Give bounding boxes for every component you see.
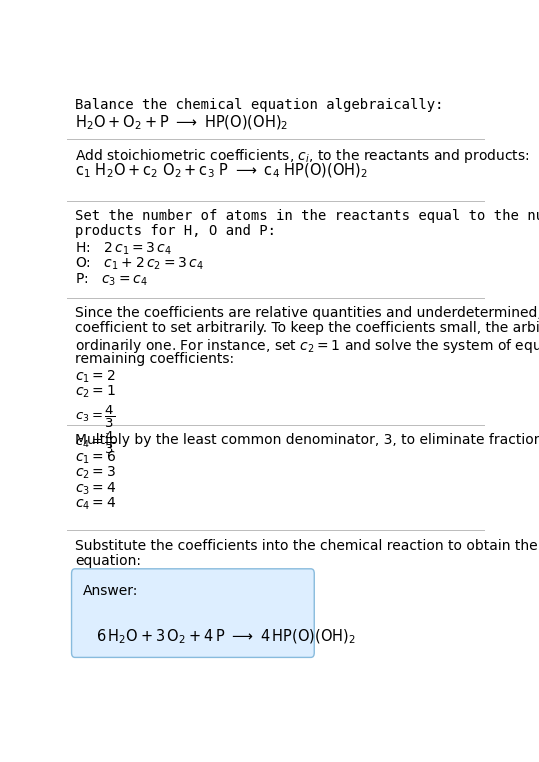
- Text: products for H, O and P:: products for H, O and P:: [75, 224, 276, 238]
- Text: equation:: equation:: [75, 554, 141, 568]
- Text: ordinarily one. For instance, set $c_2 = 1$ and solve the system of equations fo: ordinarily one. For instance, set $c_2 =…: [75, 337, 539, 354]
- Text: Set the number of atoms in the reactants equal to the number of atoms in the: Set the number of atoms in the reactants…: [75, 209, 539, 223]
- Text: $\mathrm{c_1\ H_2O + c_2\ O_2 + c_3\ P\ \longrightarrow\ c_4\ HP(O)(OH)_2}$: $\mathrm{c_1\ H_2O + c_2\ O_2 + c_3\ P\ …: [75, 162, 368, 181]
- Text: $c_2 = 3$: $c_2 = 3$: [75, 465, 116, 482]
- Text: $c_4 = \dfrac{4}{3}$: $c_4 = \dfrac{4}{3}$: [75, 430, 115, 456]
- Text: Add stoichiometric coefficients, $c_i$, to the reactants and products:: Add stoichiometric coefficients, $c_i$, …: [75, 146, 529, 165]
- Text: Substitute the coefficients into the chemical reaction to obtain the balanced: Substitute the coefficients into the che…: [75, 539, 539, 552]
- Text: Multiply by the least common denominator, 3, to eliminate fractional coefficient: Multiply by the least common denominator…: [75, 433, 539, 447]
- Text: Balance the chemical equation algebraically:: Balance the chemical equation algebraica…: [75, 98, 444, 113]
- Text: remaining coefficients:: remaining coefficients:: [75, 352, 234, 366]
- FancyBboxPatch shape: [72, 568, 314, 658]
- Text: Since the coefficients are relative quantities and underdetermined, choose a: Since the coefficients are relative quan…: [75, 306, 539, 320]
- Text: $c_1 = 2$: $c_1 = 2$: [75, 369, 115, 385]
- Text: $c_3 = \dfrac{4}{3}$: $c_3 = \dfrac{4}{3}$: [75, 404, 115, 430]
- Text: $c_4 = 4$: $c_4 = 4$: [75, 495, 116, 512]
- Text: O:   $c_1 + 2\,c_2 = 3\,c_4$: O: $c_1 + 2\,c_2 = 3\,c_4$: [75, 256, 204, 273]
- Text: coefficient to set arbitrarily. To keep the coefficients small, the arbitrary va: coefficient to set arbitrarily. To keep …: [75, 322, 539, 335]
- Text: $c_1 = 6$: $c_1 = 6$: [75, 450, 116, 466]
- Text: P:   $c_3 = c_4$: P: $c_3 = c_4$: [75, 271, 148, 288]
- Text: $\mathrm{H_2O + O_2 + P\ \longrightarrow\ HP(O)(OH)_2}$: $\mathrm{H_2O + O_2 + P\ \longrightarrow…: [75, 114, 288, 132]
- Text: Answer:: Answer:: [83, 584, 139, 598]
- Text: $c_2 = 1$: $c_2 = 1$: [75, 384, 116, 400]
- Text: H:   $2\,c_1 = 3\,c_4$: H: $2\,c_1 = 3\,c_4$: [75, 241, 172, 258]
- Text: $c_3 = 4$: $c_3 = 4$: [75, 480, 116, 497]
- Text: $\mathrm{6\,H_2O + 3\,O_2 + 4\,P\ \longrightarrow\ 4\,HP(O)(OH)_2}$: $\mathrm{6\,H_2O + 3\,O_2 + 4\,P\ \longr…: [96, 628, 356, 646]
